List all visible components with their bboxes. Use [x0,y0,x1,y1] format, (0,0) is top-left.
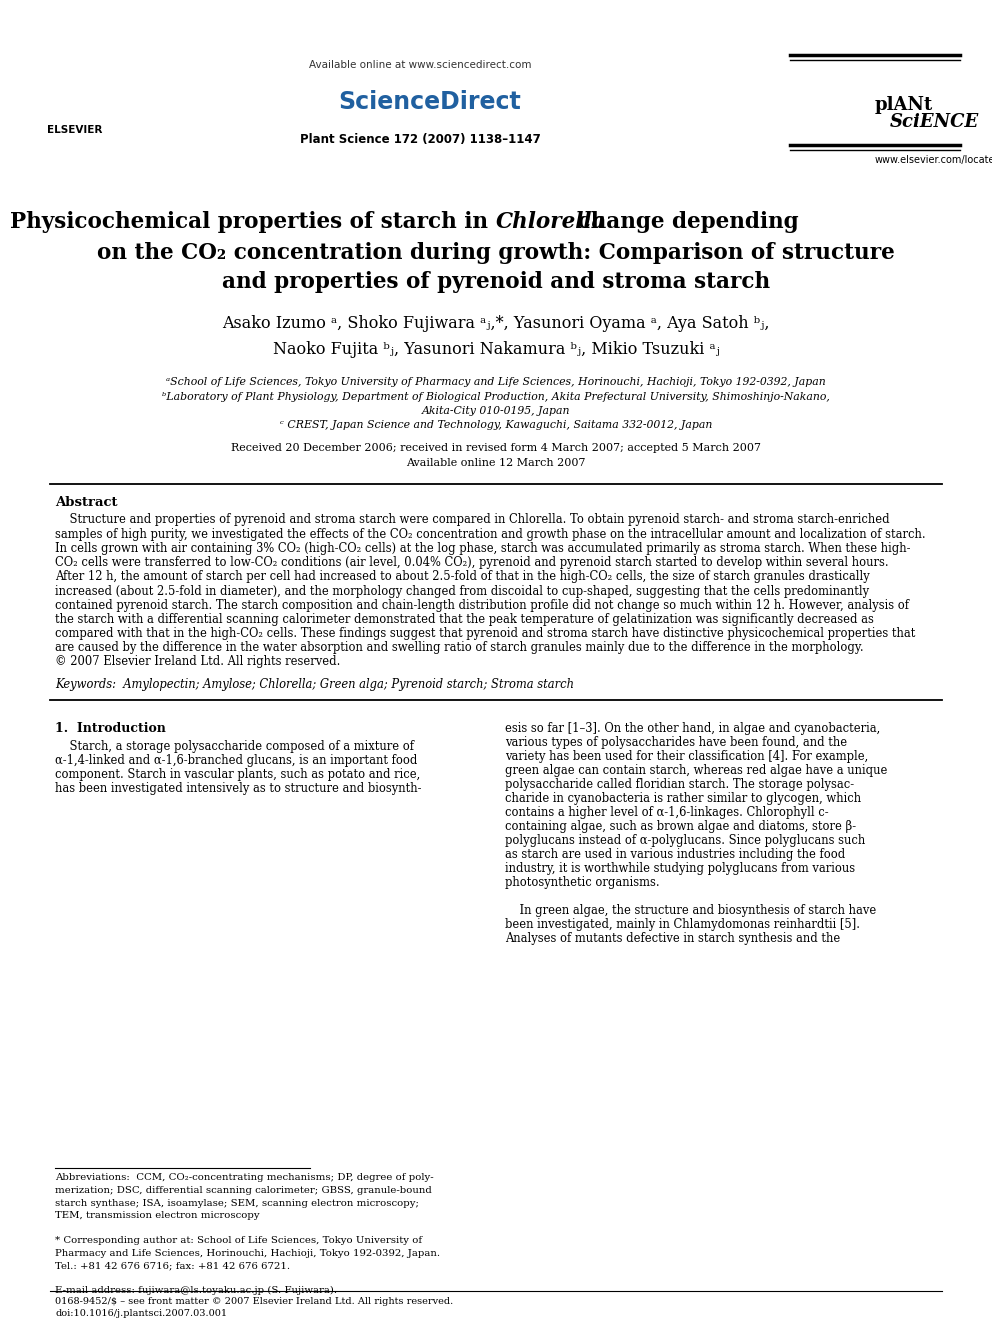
Text: After 12 h, the amount of starch per cell had increased to about 2.5-fold of tha: After 12 h, the amount of starch per cel… [55,570,870,583]
Text: Akita-City 010-0195, Japan: Akita-City 010-0195, Japan [422,406,570,415]
Text: Physicochemical properties of starch in: Physicochemical properties of starch in [11,210,496,233]
Text: polysaccharide called floridian starch. The storage polysac-: polysaccharide called floridian starch. … [505,778,854,791]
Text: the starch with a differential scanning calorimeter demonstrated that the peak t: the starch with a differential scanning … [55,613,874,626]
Text: Plant Science 172 (2007) 1138–1147: Plant Science 172 (2007) 1138–1147 [300,134,541,147]
Text: Starch, a storage polysaccharide composed of a mixture of: Starch, a storage polysaccharide compose… [55,740,414,753]
Text: increased (about 2.5-fold in diameter), and the morphology changed from discoida: increased (about 2.5-fold in diameter), … [55,585,869,598]
Text: Keywords:  Amylopectin; Amylose; Chlorella; Green alga; Pyrenoid starch; Stroma : Keywords: Amylopectin; Amylose; Chlorell… [55,677,574,691]
Text: ᵇLaboratory of Plant Physiology, Department of Biological Production, Akita Pref: ᵇLaboratory of Plant Physiology, Departm… [162,392,830,402]
Text: Naoko Fujita ᵇⱼ, Yasunori Nakamura ᵇⱼ, Mikio Tsuzuki ᵃⱼ: Naoko Fujita ᵇⱼ, Yasunori Nakamura ᵇⱼ, M… [273,341,719,359]
Text: * Corresponding author at: School of Life Sciences, Tokyo University of: * Corresponding author at: School of Lif… [55,1236,423,1245]
Text: Received 20 December 2006; received in revised form 4 March 2007; accepted 5 Mar: Received 20 December 2006; received in r… [231,443,761,452]
Text: www.elsevier.com/locate/plantsci: www.elsevier.com/locate/plantsci [875,155,992,165]
Text: Abbreviations:  CCM, CO₂-concentrating mechanisms; DP, degree of poly-: Abbreviations: CCM, CO₂-concentrating me… [55,1174,434,1183]
Text: samples of high purity, we investigated the effects of the CO₂ concentration and: samples of high purity, we investigated … [55,528,926,541]
Text: esis so far [1–3]. On the other hand, in algae and cyanobacteria,: esis so far [1–3]. On the other hand, in… [505,722,880,734]
Text: as starch are used in various industries including the food: as starch are used in various industries… [505,848,845,861]
Text: © 2007 Elsevier Ireland Ltd. All rights reserved.: © 2007 Elsevier Ireland Ltd. All rights … [55,655,340,668]
Text: containing algae, such as brown algae and diatoms, store β-: containing algae, such as brown algae an… [505,820,856,832]
Text: starch synthase; ISA, isoamylase; SEM, scanning electron microscopy;: starch synthase; ISA, isoamylase; SEM, s… [55,1199,419,1208]
Text: contains a higher level of α-1,6-linkages. Chlorophyll c-: contains a higher level of α-1,6-linkage… [505,806,828,819]
Text: E-mail address: fujiwara@ls.toyaku.ac.jp (S. Fujiwara).: E-mail address: fujiwara@ls.toyaku.ac.jp… [55,1286,337,1295]
Text: industry, it is worthwhile studying polyglucans from various: industry, it is worthwhile studying poly… [505,861,855,875]
Text: Tel.: +81 42 676 6716; fax: +81 42 676 6721.: Tel.: +81 42 676 6716; fax: +81 42 676 6… [55,1261,290,1270]
Text: Structure and properties of pyrenoid and stroma starch were compared in Chlorell: Structure and properties of pyrenoid and… [55,513,890,527]
Text: photosynthetic organisms.: photosynthetic organisms. [505,876,660,889]
Text: Pharmacy and Life Sciences, Horinouchi, Hachioji, Tokyo 192-0392, Japan.: Pharmacy and Life Sciences, Horinouchi, … [55,1249,440,1257]
Text: been investigated, mainly in Chlamydomonas reinhardtii [5].: been investigated, mainly in Chlamydomon… [505,918,860,930]
Text: Available online at www.sciencedirect.com: Available online at www.sciencedirect.co… [309,60,532,70]
Text: has been investigated intensively as to structure and biosynth-: has been investigated intensively as to … [55,782,422,795]
Text: CO₂ cells were transferred to low-CO₂ conditions (air level, 0.04% CO₂), pyrenoi: CO₂ cells were transferred to low-CO₂ co… [55,556,889,569]
Text: Chlorella: Chlorella [496,210,606,233]
Text: compared with that in the high-CO₂ cells. These findings suggest that pyrenoid a: compared with that in the high-CO₂ cells… [55,627,916,640]
Text: Analyses of mutants defective in starch synthesis and the: Analyses of mutants defective in starch … [505,931,840,945]
Text: ᶜ CREST, Japan Science and Technology, Kawaguchi, Saitama 332-0012, Japan: ᶜ CREST, Japan Science and Technology, K… [280,419,712,430]
Text: are caused by the difference in the water absorption and swelling ratio of starc: are caused by the difference in the wate… [55,642,864,655]
Text: variety has been used for their classification [4]. For example,: variety has been used for their classifi… [505,750,868,762]
Text: change depending: change depending [570,210,799,233]
Text: ᵃSchool of Life Sciences, Tokyo University of Pharmacy and Life Sciences, Horino: ᵃSchool of Life Sciences, Tokyo Universi… [166,377,826,388]
Text: 0168-9452/$ – see front matter © 2007 Elsevier Ireland Ltd. All rights reserved.: 0168-9452/$ – see front matter © 2007 El… [55,1298,453,1307]
Text: contained pyrenoid starch. The starch composition and chain-length distribution : contained pyrenoid starch. The starch co… [55,599,909,611]
Text: green algae can contain starch, whereas red algae have a unique: green algae can contain starch, whereas … [505,763,888,777]
Text: ScienceDirect: ScienceDirect [338,90,522,114]
Text: α-1,4-linked and α-1,6-branched glucans, is an important food: α-1,4-linked and α-1,6-branched glucans,… [55,754,418,767]
Text: various types of polysaccharides have been found, and the: various types of polysaccharides have be… [505,736,847,749]
Text: Abstract: Abstract [55,496,117,509]
Text: ELSEVIER: ELSEVIER [48,124,103,135]
Text: doi:10.1016/j.plantsci.2007.03.001: doi:10.1016/j.plantsci.2007.03.001 [55,1310,227,1319]
Text: SciENCE: SciENCE [890,112,979,131]
Text: and properties of pyrenoid and stroma starch: and properties of pyrenoid and stroma st… [222,271,770,292]
Text: In cells grown with air containing 3% CO₂ (high-CO₂ cells) at the log phase, sta: In cells grown with air containing 3% CO… [55,542,911,554]
Text: polyglucans instead of α-polyglucans. Since polyglucans such: polyglucans instead of α-polyglucans. Si… [505,833,865,847]
Text: In green algae, the structure and biosynthesis of starch have: In green algae, the structure and biosyn… [505,904,876,917]
Text: charide in cyanobacteria is rather similar to glycogen, which: charide in cyanobacteria is rather simil… [505,791,861,804]
Text: 1.  Introduction: 1. Introduction [55,722,166,734]
Text: merization; DSC, differential scanning calorimeter; GBSS, granule-bound: merization; DSC, differential scanning c… [55,1185,432,1195]
Text: on the CO₂ concentration during growth: Comparison of structure: on the CO₂ concentration during growth: … [97,242,895,265]
Text: Available online 12 March 2007: Available online 12 March 2007 [407,458,585,468]
Text: TEM, transmission electron microscopy: TEM, transmission electron microscopy [55,1211,260,1220]
Text: Asako Izumo ᵃ, Shoko Fujiwara ᵃⱼ,*, Yasunori Oyama ᵃ, Aya Satoh ᵇⱼ,: Asako Izumo ᵃ, Shoko Fujiwara ᵃⱼ,*, Yasu… [222,315,770,332]
Text: plANt: plANt [875,97,933,114]
Text: component. Starch in vascular plants, such as potato and rice,: component. Starch in vascular plants, su… [55,767,421,781]
